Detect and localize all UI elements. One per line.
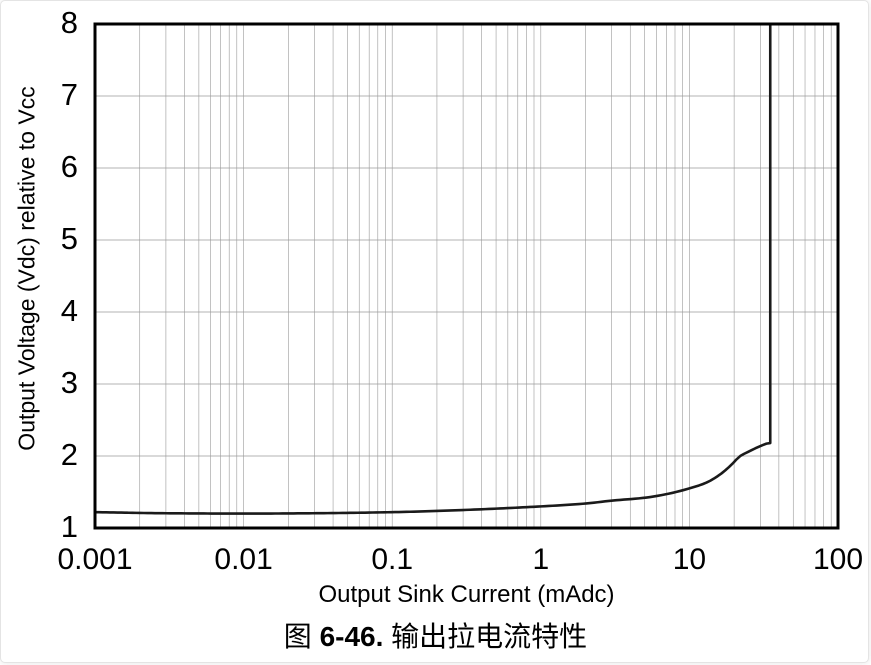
svg-text:7: 7 bbox=[61, 77, 78, 112]
svg-text:10: 10 bbox=[673, 543, 706, 576]
svg-text:3: 3 bbox=[61, 365, 78, 400]
svg-text:4: 4 bbox=[61, 293, 78, 328]
svg-text:5: 5 bbox=[61, 221, 78, 256]
svg-text:0.001: 0.001 bbox=[57, 543, 132, 576]
svg-text:6: 6 bbox=[61, 149, 78, 184]
svg-text:1: 1 bbox=[532, 543, 549, 576]
svg-text:8: 8 bbox=[61, 5, 78, 40]
svg-text:0.1: 0.1 bbox=[371, 543, 413, 576]
svg-text:2: 2 bbox=[61, 437, 78, 472]
svg-text:1: 1 bbox=[61, 509, 78, 544]
svg-text:100: 100 bbox=[813, 543, 863, 576]
svg-text:0.01: 0.01 bbox=[214, 543, 272, 576]
